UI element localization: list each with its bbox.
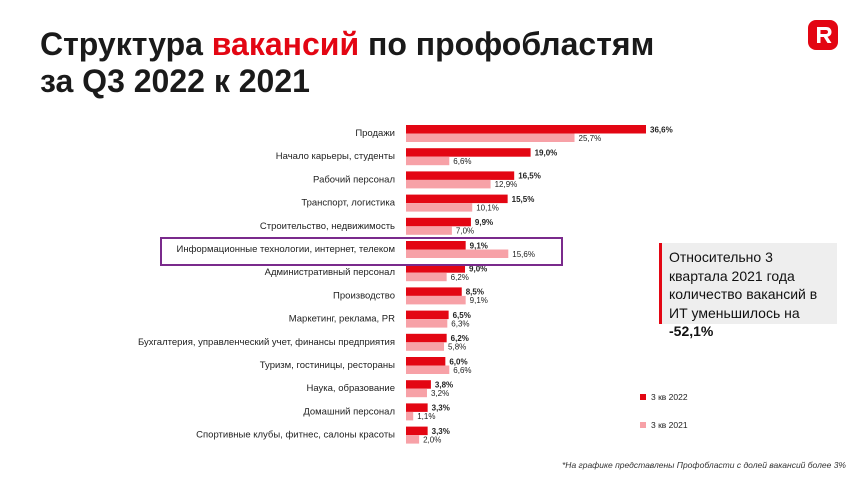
category-label: Строительство, недвижимость	[260, 221, 395, 232]
legend-swatch	[640, 394, 646, 400]
bar-2021	[406, 435, 420, 444]
value-label-2022: 8,5%	[466, 288, 484, 297]
category-label: Начало карьеры, студенты	[276, 151, 395, 162]
bar-2021	[406, 133, 575, 142]
r-logo-icon	[808, 20, 838, 50]
r-logo-glyph	[817, 27, 832, 43]
category-label: Спортивные клубы, фитнес, салоны красоты	[196, 430, 395, 441]
callout-value: -52,1%	[669, 323, 714, 339]
value-label-2021: 25,7%	[579, 134, 602, 143]
chart-legend: 3 кв 2022 3 кв 2021	[640, 392, 688, 430]
value-label-2021: 12,9%	[495, 180, 518, 189]
value-label-2022: 9,9%	[475, 218, 493, 227]
category-label: Административный персонал	[265, 267, 395, 278]
highlight-frame	[160, 237, 563, 266]
value-label-2022: 6,2%	[451, 334, 469, 343]
value-label-2021: 5,8%	[448, 343, 466, 352]
bar-2022	[406, 217, 471, 227]
bar-2021	[406, 295, 466, 305]
legend-label: 3 кв 2021	[651, 420, 688, 430]
bar-2021	[406, 203, 473, 212]
value-label-2022: 9,0%	[469, 265, 487, 274]
value-label-2022: 3,8%	[435, 381, 453, 390]
value-label-2021: 6,3%	[451, 319, 469, 328]
category-label: Транспорт, логистика	[301, 198, 395, 209]
category-label: Маркетинг, реклама, PR	[289, 314, 395, 325]
bar-2021	[406, 179, 491, 189]
bar-2022	[406, 333, 447, 343]
legend-swatch	[640, 422, 646, 428]
bar-2022	[406, 241, 466, 250]
category-label: Бухгалтерия, управленческий учет, финанс…	[138, 337, 395, 348]
bar-2021	[406, 319, 448, 328]
bar-2021	[406, 226, 452, 235]
bar-2021	[406, 342, 445, 351]
value-label-2022: 3,3%	[432, 404, 450, 413]
value-label-2022: 6,0%	[449, 357, 467, 366]
bar-2021	[406, 272, 447, 282]
category-label: Продажи	[355, 128, 395, 139]
value-label-2021: 15,6%	[512, 250, 535, 259]
value-label-2021: 1,1%	[417, 412, 435, 421]
value-label-2021: 6,6%	[453, 157, 471, 166]
category-label: Рабочий персонал	[313, 174, 395, 185]
bar-2022	[406, 125, 646, 134]
title-accent: вакансий	[211, 26, 360, 62]
footnote: *На графике представлены Профобласти с д…	[562, 460, 846, 470]
value-label-2021: 9,1%	[470, 296, 488, 305]
value-label-2022: 15,5%	[512, 195, 535, 204]
category-label: Домашний персонал	[303, 406, 395, 417]
page-title: Структура вакансий по профобластям за Q3 …	[40, 26, 654, 100]
category-label: Производство	[333, 290, 395, 301]
value-label-2022: 16,5%	[518, 172, 541, 181]
value-label-2021: 2,0%	[423, 435, 441, 444]
callout-text: Относительно 3 квартала 2021 года количе…	[669, 249, 818, 321]
callout-box: Относительно 3 квартала 2021 года количе…	[659, 243, 837, 339]
bar-2021	[406, 156, 450, 166]
value-label-2021: 6,6%	[453, 366, 471, 375]
bar-2021	[406, 388, 427, 398]
legend-label: 3 кв 2022	[651, 392, 688, 402]
bar-2022	[406, 287, 462, 296]
title-line2: за Q3 2022 к 2021	[40, 63, 310, 99]
value-label-2022: 19,0%	[535, 149, 558, 158]
value-label-2021: 7,0%	[456, 227, 474, 236]
category-label: Наука, образование	[307, 383, 396, 394]
bar-2022	[406, 403, 428, 412]
bar-2022	[406, 264, 466, 273]
category-label: Туризм, гостиницы, рестораны	[260, 360, 395, 371]
bar-2021	[406, 365, 450, 374]
value-label-2021: 10,1%	[476, 203, 499, 212]
value-label-2021: 6,2%	[451, 273, 469, 282]
category-label: Информационные технологии, интернет, тел…	[177, 244, 396, 255]
bar-2021	[406, 411, 414, 421]
value-label-2022: 9,1%	[470, 241, 488, 250]
bar-2022	[406, 426, 428, 436]
bar-2022	[406, 171, 515, 180]
value-label-2021: 3,2%	[431, 389, 449, 398]
value-label-2022: 3,3%	[432, 427, 450, 436]
bar-2022	[406, 194, 508, 204]
title-part2: по профобластям	[359, 26, 655, 62]
title-part1: Структура	[40, 26, 212, 62]
value-label-2022: 6,5%	[453, 311, 471, 320]
bar-2022	[406, 357, 446, 366]
value-label-2022: 36,6%	[650, 125, 673, 134]
bar-2022	[406, 380, 431, 389]
chart-bars: Продажи 36,6% 25,7% Начало карьеры, студент…	[138, 125, 673, 444]
bar-2022	[406, 310, 449, 320]
bar-2022	[406, 148, 531, 157]
bar-2021	[406, 249, 509, 258]
